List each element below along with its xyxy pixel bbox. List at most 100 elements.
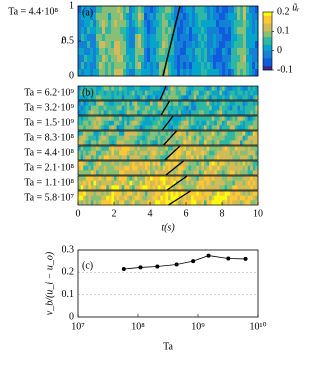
heatmap-cell [178, 140, 182, 146]
heatmap-cell [80, 125, 84, 131]
heatmap-cell [157, 155, 161, 161]
heatmap-cell [116, 116, 120, 121]
heatmap-cell [134, 165, 138, 171]
heatmap-cell [201, 101, 205, 106]
heatmap-cell [183, 6, 187, 14]
heatmap-cell [106, 90, 110, 96]
heatmap-cell [123, 34, 127, 42]
heatmap-cell [162, 180, 166, 186]
heatmap-cell [103, 150, 107, 156]
heatmap-cell [111, 101, 115, 106]
heatmap-cell [219, 176, 223, 181]
heatmap-cell [83, 150, 87, 156]
heatmap-cell [188, 195, 192, 201]
colorbar-cell [263, 29, 272, 32]
heatmap-cell [231, 13, 235, 21]
heatmap-cell [142, 180, 146, 186]
heatmap-cell [114, 116, 117, 121]
heatmap-cell [108, 69, 112, 77]
heatmap-cell [193, 165, 197, 171]
heatmap-cell [160, 90, 164, 96]
heatmap-cell [124, 180, 128, 186]
heatmap-cell [180, 125, 184, 131]
heatmap-cell [105, 27, 109, 35]
heatmap-cell [132, 120, 135, 126]
heatmap-cell [108, 110, 112, 116]
heatmap-cell [114, 62, 118, 70]
heatmap-cell [142, 125, 146, 131]
heatmap-cell [222, 191, 225, 196]
heatmap-cell [88, 200, 92, 206]
heatmap-cell [198, 41, 202, 49]
colorbar-cell [263, 56, 272, 59]
heatmap-cell [101, 125, 105, 131]
heatmap-cell [246, 55, 250, 63]
heatmap-cell [96, 155, 99, 161]
heatmap-cell [160, 120, 164, 126]
heatmap-cell [234, 95, 238, 101]
heatmap-cell [175, 170, 179, 176]
heatmap-cell [183, 146, 187, 151]
heatmap-cell [214, 150, 218, 156]
heatmap-cell [85, 170, 89, 176]
heatmap-cell [123, 27, 127, 35]
heatmap-cell [246, 20, 250, 28]
colorbar-cell [263, 19, 272, 22]
heatmap-cell [153, 20, 157, 28]
heatmap-cell [134, 116, 138, 121]
heatmap-cell [246, 6, 250, 14]
colorbar-cell [263, 27, 272, 30]
heatmap-cell [147, 200, 151, 206]
heatmap-cell [224, 180, 228, 186]
heatmap-cell [142, 105, 146, 111]
heatmap-cell [111, 105, 115, 111]
heatmap-cell [216, 20, 220, 28]
heatmap-cell [132, 116, 135, 121]
heatmap-cell [116, 95, 120, 101]
heatmap-cell [152, 180, 156, 186]
heatmap-cell [183, 131, 187, 136]
heatmap-cell [137, 161, 141, 166]
heatmap-cell [96, 90, 99, 96]
heatmap-cell [153, 13, 157, 21]
heatmap-cell [103, 155, 107, 161]
heatmap-cell [186, 20, 190, 28]
row-frame [77, 85, 259, 101]
row-label: Ta = 4.4·10⁸ [24, 147, 74, 158]
heatmap-cell [144, 95, 148, 101]
heatmap-cell [174, 41, 178, 49]
heatmap-cell [229, 150, 233, 156]
heatmap-cell [219, 105, 223, 111]
heatmap-cell [249, 20, 253, 28]
heatmap-cell [160, 131, 164, 136]
heatmap-cell [192, 20, 196, 28]
heatmap-cell [206, 195, 210, 201]
colorbar-cell [263, 58, 272, 61]
heatmap-cell [160, 170, 164, 176]
heatmap-cell [168, 101, 171, 106]
heatmap-cell [152, 140, 156, 146]
heatmap-cell [252, 48, 256, 56]
heatmap-cell [83, 185, 87, 191]
heatmap-cell [196, 185, 200, 191]
heatmap-cell [114, 131, 117, 136]
heatmap-cell [168, 110, 171, 116]
heatmap-cell [119, 161, 123, 166]
heatmap-cell [134, 191, 138, 196]
heatmap-cell [183, 120, 187, 126]
heatmap-cell [206, 90, 210, 96]
y-axis-label: v_b/(u_i − u_o) [44, 251, 55, 315]
heatmap-cell [85, 131, 89, 136]
heatmap-cell [137, 146, 141, 151]
heatmap-cell [108, 90, 112, 96]
heatmap-cell [214, 191, 218, 196]
heatmap-cell [234, 6, 238, 14]
heatmap-cell [231, 34, 235, 42]
heatmap-cell [183, 165, 187, 171]
heatmap-cell [96, 185, 99, 191]
heatmap-cell [150, 191, 153, 196]
heatmap-cell [178, 116, 182, 121]
heatmap-cell [250, 150, 254, 156]
heatmap-cell [191, 146, 195, 151]
heatmap-cell [88, 131, 92, 136]
